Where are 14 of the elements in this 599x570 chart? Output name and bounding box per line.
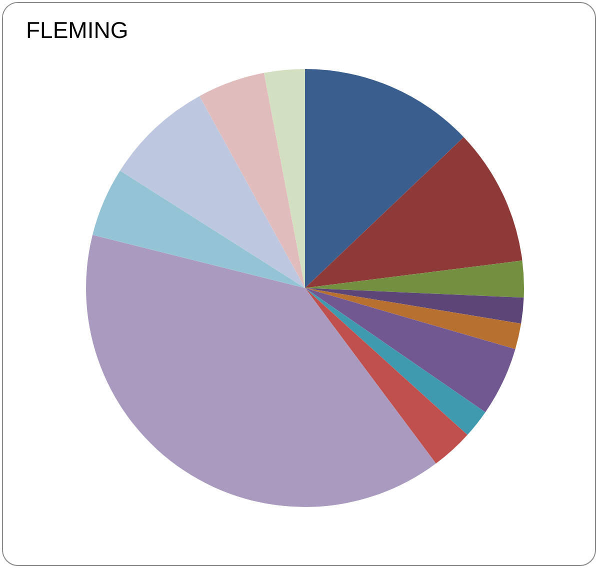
- pie-slice: [305, 137, 522, 288]
- pie-slice: [264, 69, 305, 288]
- pie-slice: [305, 288, 486, 435]
- pie-slice: [92, 170, 305, 288]
- pie-slice: [305, 69, 464, 288]
- pie-slice: [305, 260, 524, 298]
- pie-slice: [305, 288, 468, 464]
- pie-slice: [305, 288, 516, 412]
- pie-slice: [199, 72, 305, 288]
- pie-slice: [86, 234, 436, 507]
- pie-slice: [305, 288, 524, 324]
- chart-title: FLEMING: [26, 17, 128, 43]
- pie-slice: [120, 96, 305, 288]
- pie-slice: [305, 288, 522, 350]
